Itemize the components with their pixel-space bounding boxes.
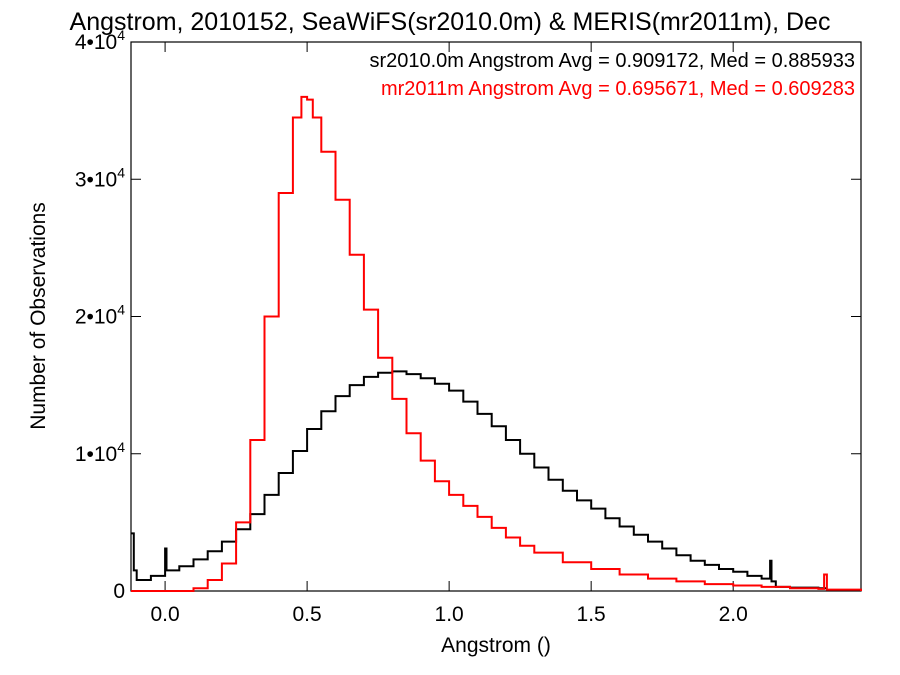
y-tick-label-1: 1•104 (75, 439, 125, 466)
y-axis-label: Number of Observations (27, 202, 50, 430)
x-tick-label-2: 1.0 (435, 603, 464, 626)
series-layer (131, 95, 862, 592)
series-line-0 (131, 370, 827, 590)
y-axis-ticks: 0 1•104 2•104 3•104 4•104 (75, 27, 861, 603)
y-tick-label-2: 2•104 (75, 302, 125, 329)
y-tick-label-4: 4•104 (75, 27, 125, 54)
y-tick-label-3: 3•104 (75, 164, 125, 191)
annotation-series-1: sr2010.0m Angstrom Avg = 0.909172, Med =… (369, 50, 855, 72)
x-tick-label-4: 2.0 (719, 603, 748, 626)
x-axis-ticks: 0.0 0.5 1.0 1.5 2.0 (150, 42, 748, 626)
y-tick-label-0: 0 (113, 580, 125, 603)
x-tick-label-0: 0.0 (150, 603, 179, 626)
x-axis-label: Angstrom () (441, 634, 551, 657)
chart-title: Angstrom, 2010152, SeaWiFS(sr2010.0m) & … (70, 8, 831, 36)
annotations: sr2010.0m Angstrom Avg = 0.909172, Med =… (369, 50, 855, 100)
series-line-1 (131, 95, 862, 592)
annotation-series-2: mr2011m Angstrom Avg = 0.695671, Med = 0… (381, 78, 855, 100)
x-tick-label-1: 0.5 (293, 603, 322, 626)
x-tick-label-3: 1.5 (577, 603, 606, 626)
plot-frame (130, 41, 862, 592)
